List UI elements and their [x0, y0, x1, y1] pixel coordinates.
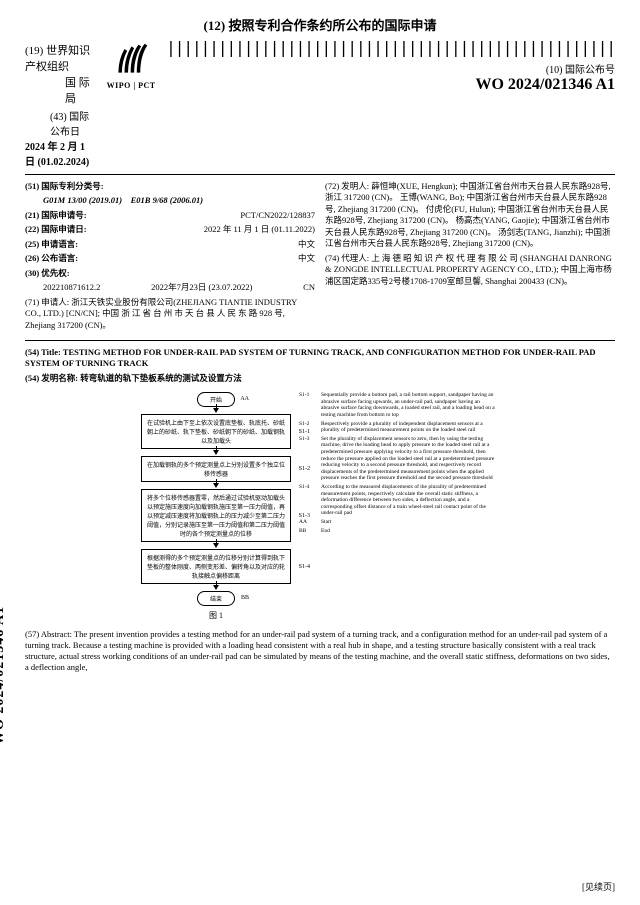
f30-date: 2022年7月23日 (23.07.2022) — [151, 282, 252, 293]
f22-label: (22) 国际申请日: — [25, 224, 87, 235]
fc-box-4: 根据测得的多个预定测量点的位移分别计算得到轨下垫板的整体刚度、两侧变形差、偏转角… — [141, 549, 291, 584]
f74: (74) 代理人: 上 海 德 昭 知 识 产 权 代 理 有 限 公 司 (S… — [325, 253, 615, 287]
biblio-block: (51) 国际专利分类号: G01M 13/00 (2019.01) E01B … — [25, 181, 615, 334]
legend-s14: According to the measured displacements … — [321, 484, 499, 517]
f26-val: 中文 — [298, 253, 315, 264]
fc-s11: S1-1 — [299, 429, 310, 435]
f25-label: (25) 申请语言: — [25, 239, 78, 250]
divider — [25, 174, 615, 175]
figure-label: 图 1 — [209, 610, 223, 621]
header-row: (19) 世界知识产权组织 国 际 局 (43) 国际公布日 2024 年 2 … — [25, 42, 615, 168]
fc-arrow-icon — [213, 585, 219, 590]
fc-box-1: 在试验机上由下至上依次设置底垫板、轨底托、砂纸朝上的砂纸、轨下垫板、砂纸朝下的砂… — [141, 414, 291, 449]
f30-label: (30) 优先权: — [25, 268, 70, 278]
fc-aa: AA — [240, 396, 249, 402]
fc-b1-text: 在试验机上由下至上依次设置底垫板、轨底托、砂纸朝上的砂纸、轨下垫板、砂纸朝下的砂… — [147, 421, 285, 445]
fc-arrow-icon — [213, 483, 219, 488]
pub-date-label: (43) 国际公布日 — [25, 108, 96, 138]
fc-b2-text: 在加载钢轨的多个预定测量点上分别设置多个独立位移传感器 — [147, 463, 285, 478]
legend-s12: Respectively provide a plurality of inde… — [321, 421, 499, 434]
f21-val: PCT/CN2022/128837 — [240, 210, 315, 221]
logo-area: WIPO | PCT — [96, 42, 166, 90]
f26-label: (26) 公布语言: — [25, 253, 78, 264]
legend-key: BB — [299, 528, 317, 535]
fc-s13: S1-3 — [299, 513, 310, 519]
f51-a: G01M 13/00 (2019.01) — [43, 195, 122, 205]
legend-s13: Set the plurality of displacement sensor… — [321, 436, 499, 482]
fc-b4-text: 根据测得的多个预定测量点的位移分别计算得到轨下垫板的整体刚度、两侧变形差、偏转角… — [147, 556, 285, 580]
pub-number: WO 2024/021346 A1 — [166, 76, 615, 94]
legend-s11: Sequentially provide a bottom pad, a rai… — [321, 392, 499, 418]
fc-s14: S1-4 — [299, 564, 310, 570]
pub-number-label: (10) 国际公布号 — [166, 61, 615, 76]
fc-b3-text: 将多个位移传感器置零，然后通过试验机驱动加载头以预定施压速度向加载钢轨施压至第一… — [147, 496, 285, 538]
biblio-left: (51) 国际专利分类号: G01M 13/00 (2019.01) E01B … — [25, 181, 315, 334]
continued-label: [见续页] — [582, 880, 615, 893]
f22-val: 2022 年 11 月 1 日 (01.11.2022) — [204, 224, 315, 235]
fc-arrow-icon — [213, 543, 219, 548]
fc-arrow-icon — [213, 450, 219, 455]
legend: S1-1Sequentially provide a bottom pad, a… — [299, 392, 499, 621]
legend-bb: End — [321, 528, 330, 535]
header-right: ||||||||||||||||||||||||||||||||||||||||… — [166, 42, 615, 94]
flowchart: 开始 AA 在试验机上由下至上依次设置底垫板、轨底托、砂纸朝上的砂纸、轨下垫板、… — [141, 392, 291, 621]
legend-key: S1-1 — [299, 392, 317, 418]
legend-key: AA — [299, 519, 317, 526]
org-name: (19) 世界知识产权组织 — [25, 42, 96, 74]
barcode: ||||||||||||||||||||||||||||||||||||||||… — [166, 42, 615, 53]
wipo-pct-text: WIPO | PCT — [96, 81, 166, 90]
header-left: (19) 世界知识产权组织 国 际 局 (43) 国际公布日 2024 年 2 … — [25, 42, 96, 168]
biblio-right: (72) 发明人: 薛恒坤(XUE, Hengkun); 中国浙江省台州市天台县… — [325, 181, 615, 334]
wipo-logo-icon — [114, 42, 149, 77]
f51-b: E01B 9/68 (2006.01) — [131, 195, 204, 205]
fc-bb: BB — [241, 595, 249, 601]
fc-s12: S1-2 — [299, 466, 310, 472]
fc-end-text: 结束 — [210, 597, 222, 603]
abstract: (57) Abstract: The present invention pro… — [25, 629, 615, 673]
fc-box-3: 将多个位移传感器置零，然后通过试验机驱动加载头以预定施压速度向加载钢轨施压至第一… — [141, 489, 291, 542]
title-en: (54) Title: TESTING METHOD FOR UNDER-RAI… — [25, 347, 615, 369]
fc-arrow-icon — [213, 408, 219, 413]
legend-key: S1-3 — [299, 436, 317, 482]
f30-num: 202210871612.2 — [43, 282, 100, 293]
side-pub-number: WO 2024/021346 A1 — [0, 606, 8, 745]
f25-val: 中文 — [298, 239, 315, 250]
title-cn: (54) 发明名称: 转弯轨道的轨下垫板系统的测试及设置方法 — [25, 373, 615, 384]
fc-end: 结束 BB — [197, 591, 235, 606]
f21-label: (21) 国际申请号: — [25, 210, 87, 221]
f71: (71) 申请人: 浙江天铁实业股份有限公司(ZHEJIANG TIANTIE … — [25, 297, 315, 331]
fc-box-2: 在加载钢轨的多个预定测量点上分别设置多个独立位移传感器 S1-2 — [141, 456, 291, 482]
f30-cc: CN — [303, 282, 315, 293]
flowchart-section: 开始 AA 在试验机上由下至上依次设置底垫板、轨底托、砂纸朝上的砂纸、轨下垫板、… — [25, 392, 615, 621]
org-bureau: 国 际 局 — [25, 74, 96, 106]
f51-label: (51) 国际专利分类号: — [25, 181, 104, 191]
divider — [25, 340, 615, 341]
fc-start: 开始 AA — [197, 392, 235, 407]
legend-aa: Start — [321, 519, 331, 526]
pub-date: 2024 年 2 月 1 日 (01.02.2024) — [25, 138, 96, 168]
f72: (72) 发明人: 薛恒坤(XUE, Hengkun); 中国浙江省台州市天台县… — [325, 181, 615, 250]
fc-start-text: 开始 — [210, 398, 222, 404]
doc-kind-title: (12) 按照专利合作条约所公布的国际申请 — [25, 15, 615, 34]
